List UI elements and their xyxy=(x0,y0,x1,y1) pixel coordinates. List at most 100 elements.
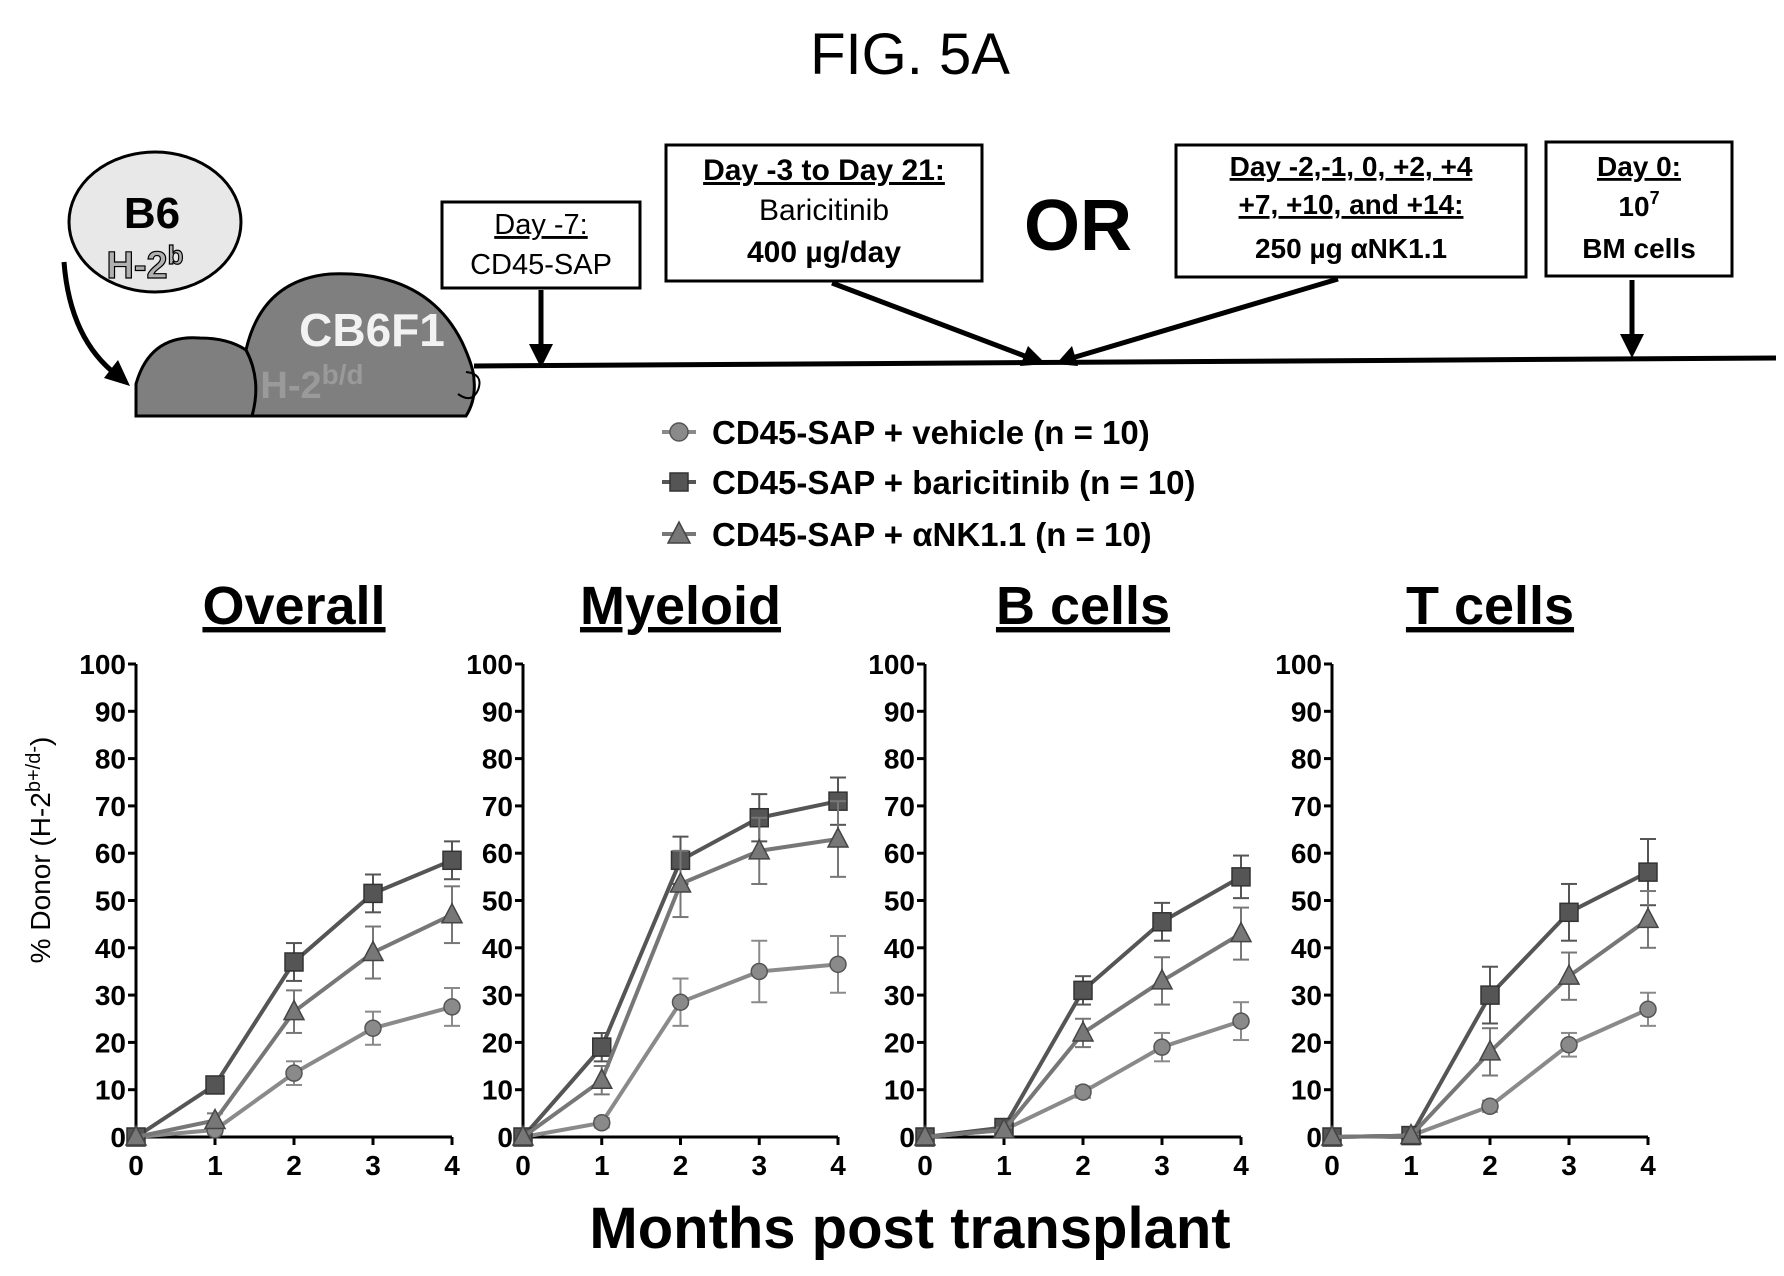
data-point-vehicle xyxy=(1639,1000,1657,1019)
y-tick-label: 60 xyxy=(1291,838,1322,869)
data-point-ank xyxy=(440,902,464,924)
y-tick-label: 20 xyxy=(482,1027,513,1058)
panel-title: Overall xyxy=(202,576,385,636)
legend-label-baricitinib: CD45-SAP + baricitinib (n = 10) xyxy=(712,464,1196,501)
figure-title: FIG. 5A xyxy=(810,22,1010,87)
box1-label: Day -7: xyxy=(494,209,587,241)
box2-arrow-shaft xyxy=(831,280,1031,361)
recipient-strain: CB6F1 xyxy=(299,304,445,356)
data-point-ank xyxy=(124,1124,148,1146)
data-point-baricitinib xyxy=(1559,902,1579,923)
transfer-arrow-icon xyxy=(61,261,120,378)
x-tick-label: 4 xyxy=(444,1150,460,1181)
y-tick-label: 80 xyxy=(95,744,126,775)
y-axis-label: % Donor (H-2b+/d-) xyxy=(23,737,56,964)
data-point-vehicle xyxy=(443,998,461,1016)
y-tick-label: 100 xyxy=(466,649,513,680)
data-point-ank xyxy=(511,1124,535,1146)
x-tick-label: 2 xyxy=(286,1150,302,1181)
y-tick-label: 70 xyxy=(1291,791,1322,822)
y-tick-label: 60 xyxy=(482,838,513,869)
data-point-vehicle xyxy=(285,1064,303,1082)
data-point-ank xyxy=(282,999,306,1021)
box3-line1: 250 µg αNK1.1 xyxy=(1255,233,1447,264)
y-tick-label: 40 xyxy=(95,933,126,964)
legend-marker-circle xyxy=(669,422,689,442)
y-tick-label: 60 xyxy=(95,838,126,869)
series-ank xyxy=(913,906,1253,1146)
data-point-ank xyxy=(992,1117,1016,1139)
x-tick-label: 1 xyxy=(594,1150,610,1181)
timeline-box-baricitinib xyxy=(664,143,984,283)
series-ank xyxy=(124,885,464,1146)
recipient-head-outline xyxy=(244,349,258,417)
legend-marker-triangle xyxy=(666,520,692,544)
series-baricitinib xyxy=(513,776,848,1147)
x-tick-label: 4 xyxy=(1233,1150,1249,1181)
data-point-ank xyxy=(1478,1039,1502,1061)
x-tick-label: 0 xyxy=(515,1150,531,1181)
donor-haplotype: H-2b xyxy=(106,240,183,287)
data-point-ank xyxy=(913,1124,937,1146)
panel-b-cells: B cells 0 10 20 30 40 50 60 70 80 90 100 0 1 2 3 4 xyxy=(868,576,1253,1181)
legend-item-baricitinib: CD45-SAP + baricitinib (n = 10) xyxy=(662,464,1196,501)
y-tick-label: 50 xyxy=(884,886,915,917)
box1-line1: CD45-SAP xyxy=(470,249,612,281)
donor-strain: B6 xyxy=(124,189,180,238)
box4-arrowhead-icon xyxy=(1620,334,1644,358)
recipient-tail-icon xyxy=(457,371,481,400)
x-tick-label: 4 xyxy=(1640,1150,1656,1181)
data-point-vehicle xyxy=(1074,1083,1092,1101)
y-tick-label: 70 xyxy=(482,791,513,822)
panel-overall: Overall 0 10 20 30 40 50 60 70 80 90 100 0 1 2 3 4 xyxy=(79,576,464,1181)
x-tick-label: 0 xyxy=(1324,1150,1340,1181)
data-point-baricitinib xyxy=(1638,862,1658,882)
series-ank xyxy=(511,800,850,1146)
data-point-ank xyxy=(361,939,385,962)
y-tick-label: 50 xyxy=(1291,886,1322,917)
y-tick-label: 10 xyxy=(1291,1075,1322,1106)
data-point-vehicle xyxy=(1560,1036,1578,1054)
series-ank xyxy=(1320,890,1660,1146)
data-point-vehicle xyxy=(671,993,690,1011)
data-point-baricitinib xyxy=(363,883,383,904)
timeline-box-day-minus7 xyxy=(440,200,642,290)
y-tick-label: 80 xyxy=(884,744,915,775)
box4-label: Day 0: xyxy=(1597,151,1681,182)
or-text: OR xyxy=(1024,186,1132,266)
x-tick-label: 1 xyxy=(1403,1150,1419,1181)
y-tick-label: 20 xyxy=(95,1027,126,1058)
y-tick-label: 40 xyxy=(482,933,513,964)
box2-label: Day -3 to Day 21: xyxy=(703,154,945,187)
box4-line1: 107 xyxy=(1618,188,1659,222)
data-point-baricitinib xyxy=(1073,980,1093,1001)
data-point-vehicle xyxy=(750,962,768,981)
data-point-ank xyxy=(826,826,850,848)
y-tick-label: 30 xyxy=(482,980,513,1011)
data-point-ank xyxy=(1071,1020,1095,1042)
data-point-baricitinib xyxy=(592,1037,612,1057)
data-point-vehicle xyxy=(829,955,847,974)
box2-line1: Baricitinib xyxy=(759,194,889,227)
y-tick-label: 30 xyxy=(884,980,915,1011)
y-tick-label: 90 xyxy=(884,696,915,727)
y-tick-label: 80 xyxy=(482,744,513,775)
data-point-ank xyxy=(1399,1122,1423,1145)
y-tick-label: 0 xyxy=(497,1122,513,1153)
x-tick-label: 0 xyxy=(128,1150,144,1181)
x-tick-label: 3 xyxy=(1561,1150,1577,1181)
y-tick-label: 20 xyxy=(884,1027,915,1058)
data-point-ank xyxy=(669,871,692,893)
x-tick-label: 1 xyxy=(996,1150,1012,1181)
x-tick-label: 2 xyxy=(1482,1150,1498,1181)
legend-item-vehicle: CD45-SAP + vehicle (n = 10) xyxy=(662,414,1150,451)
data-point-ank xyxy=(748,838,771,860)
y-tick-label: 70 xyxy=(95,791,126,822)
data-point-vehicle xyxy=(593,1114,611,1132)
legend: CD45-SAP + vehicle (n = 10) CD45-SAP + b… xyxy=(662,414,1196,553)
x-tick-label: 3 xyxy=(1154,1150,1170,1181)
data-point-baricitinib xyxy=(1152,912,1172,932)
x-tick-label: 2 xyxy=(1075,1150,1091,1181)
data-point-baricitinib xyxy=(1480,985,1500,1005)
